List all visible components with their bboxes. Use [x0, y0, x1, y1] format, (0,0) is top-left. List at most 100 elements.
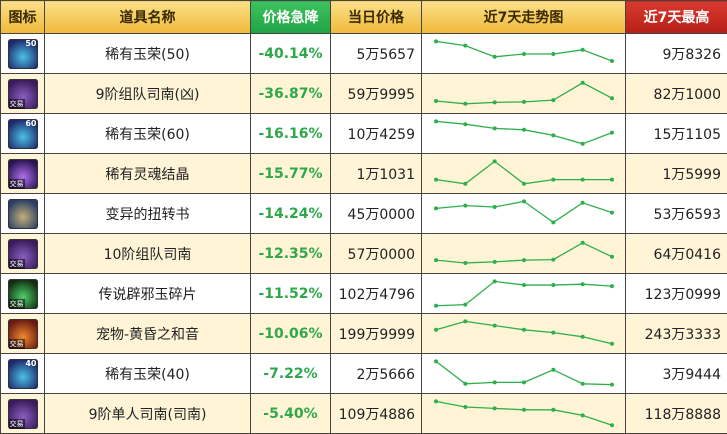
table-row: 60 稀有玉荣(60) -16.16% 10万4259 15万1105 [0, 113, 727, 154]
trend-point [522, 127, 526, 132]
price-drop-percent: -11.52% [250, 273, 331, 314]
trend-point [522, 327, 526, 332]
item-name: 9阶组队司南(凶) [44, 73, 251, 114]
today-price: 10万4259 [330, 113, 422, 154]
trend-cell [421, 313, 626, 354]
trend-point [551, 132, 556, 137]
trend-point [580, 141, 585, 146]
trend-point [580, 240, 585, 245]
table-row: 交易 稀有灵魂结晶 -15.77% 1万1031 1万5999 [0, 153, 727, 194]
item-icon-cell: 交易 [0, 233, 45, 274]
table-row: 50 稀有玉荣(50) -40.14% 5万5657 9万8326 [0, 33, 727, 74]
max-price-7day: 53万6593 [625, 193, 727, 234]
trend-point [463, 43, 468, 48]
item-icon-cell: 交易 [0, 153, 45, 194]
compass-9-icon: 交易 [7, 78, 38, 109]
trend-point [434, 38, 438, 43]
item-icon-cell: 50 [0, 33, 45, 74]
jade-60-icon: 60 [7, 118, 38, 149]
item-name: 变异的扭转书 [44, 193, 251, 234]
trend-point [434, 257, 438, 262]
trend-point [551, 367, 556, 372]
trend-point [551, 282, 556, 287]
trend-cell [421, 153, 626, 194]
trend-point [492, 99, 497, 104]
trend-point [522, 407, 526, 412]
item-name: 稀有玉荣(60) [44, 113, 251, 154]
price-drop-percent: -7.22% [250, 353, 331, 394]
price-drop-percent: -40.14% [250, 33, 331, 74]
table-row: 40 稀有玉荣(40) -7.22% 2万5666 3万9444 [0, 353, 727, 394]
trend-line [435, 40, 613, 62]
icon-trade-tag: 交易 [8, 98, 25, 109]
item-name: 稀有玉荣(40) [44, 353, 251, 394]
item-icon-cell: 交易 [0, 73, 45, 114]
trend-line [435, 400, 613, 426]
trend-point [492, 405, 497, 410]
trend-point [434, 327, 438, 332]
item-icon-cell: 交易 [0, 313, 45, 354]
trend-point [610, 130, 614, 135]
price-drop-percent: -36.87% [250, 73, 331, 114]
trend-point [492, 204, 497, 209]
trend-sparkline [434, 158, 614, 186]
item-icon-cell: 60 [0, 113, 45, 154]
table-header-row: 图标 道具名称 价格急降 当日价格 近7天走势图 近7天最高 [0, 0, 727, 34]
max-price-7day: 64万0416 [625, 233, 727, 274]
trend-point [522, 257, 526, 262]
trend-point [610, 422, 614, 427]
trend-point [463, 318, 468, 323]
trend-cell [421, 193, 626, 234]
max-price-7day: 9万8326 [625, 33, 727, 74]
trend-point [492, 278, 497, 283]
trend-cell [421, 353, 626, 394]
trend-sparkline [434, 318, 614, 346]
today-price: 45万0000 [330, 193, 422, 234]
trend-point [522, 282, 526, 287]
max-price-7day: 123万0999 [625, 273, 727, 314]
trend-cell [421, 273, 626, 314]
trend-line [435, 320, 613, 344]
table-row: 交易 9阶组队司南(凶) -36.87% 59万9995 82万1000 [0, 73, 727, 114]
trend-point [463, 101, 468, 106]
trend-point [580, 80, 585, 85]
trend-point [463, 121, 468, 126]
today-price: 199万9999 [330, 313, 422, 354]
today-price: 1万1031 [330, 153, 422, 194]
trend-point [492, 158, 497, 163]
trend-point [580, 412, 585, 417]
today-price: 2万5666 [330, 353, 422, 394]
trend-point [463, 203, 468, 208]
item-name: 10阶组队司南 [44, 233, 251, 274]
item-name: 传说辟邪玉碎片 [44, 273, 251, 314]
trend-cell [421, 393, 626, 434]
table-row: 交易 9阶单人司南(司南) -5.40% 109万4886 118万8888 [0, 393, 727, 434]
header-price-drop: 价格急降 [250, 0, 331, 34]
trend-point [610, 210, 614, 215]
table-row: 交易 宠物-黄昏之和音 -10.06% 199万9999 243万3333 [0, 313, 727, 354]
trend-point [522, 379, 526, 384]
price-drop-percent: -12.35% [250, 233, 331, 274]
max-price-7day: 1万5999 [625, 153, 727, 194]
trend-sparkline [434, 240, 614, 265]
trend-cell [421, 73, 626, 114]
trend-point [434, 98, 438, 103]
max-price-7day: 3万9444 [625, 353, 727, 394]
trend-sparkline [434, 80, 614, 106]
icon-trade-tag: 交易 [8, 298, 25, 309]
item-name: 宠物-黄昏之和音 [44, 313, 251, 354]
trend-point [580, 281, 585, 286]
trend-point [580, 47, 585, 52]
trend-point [492, 379, 497, 384]
trend-point [580, 334, 585, 339]
icon-trade-tag: 交易 [8, 418, 25, 429]
max-price-7day: 15万1105 [625, 113, 727, 154]
item-icon-cell [0, 193, 45, 234]
trend-cell [421, 233, 626, 274]
soul-crystal-icon: 交易 [7, 158, 38, 189]
trend-point [522, 99, 526, 104]
trend-point [610, 283, 614, 288]
item-icon-cell: 交易 [0, 393, 45, 434]
item-name: 稀有灵魂结晶 [44, 153, 251, 194]
table-row: 交易 传说辟邪玉碎片 -11.52% 102万4796 123万0999 [0, 273, 727, 314]
